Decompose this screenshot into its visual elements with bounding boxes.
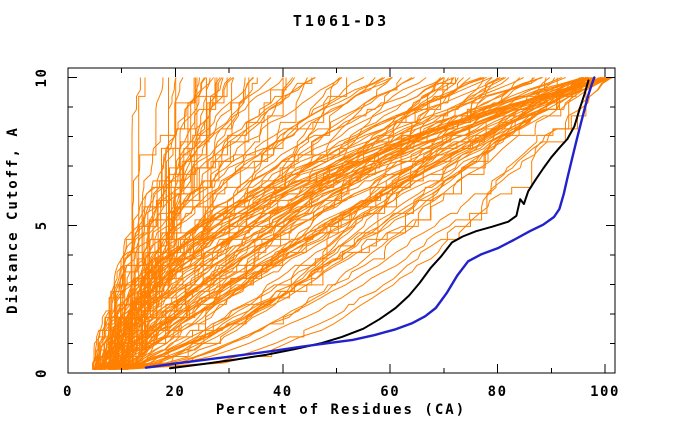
model-ensemble-curves xyxy=(92,77,614,370)
model-curve xyxy=(93,77,582,370)
y-axis-label: Distance Cutoff, A xyxy=(5,126,21,314)
model-curve xyxy=(100,77,591,370)
model-curve xyxy=(96,77,614,370)
model-curve xyxy=(117,77,343,370)
model-curve xyxy=(99,77,521,370)
plot-frame xyxy=(67,67,616,374)
model-curve xyxy=(95,77,316,370)
model-curve xyxy=(109,77,611,370)
highlight-blue-curve xyxy=(144,76,596,369)
model-curve xyxy=(115,77,164,370)
x-tick-label: 0 xyxy=(63,384,73,400)
x-tick-label: 20 xyxy=(165,384,185,400)
y-tick-label: 0 xyxy=(34,368,50,378)
model-curve xyxy=(123,77,611,370)
x-axis-label: Percent of Residues (CA) xyxy=(216,402,466,418)
model-curve xyxy=(112,77,348,370)
model-curve xyxy=(92,77,589,370)
model-curve xyxy=(97,77,177,370)
model-curve xyxy=(112,77,510,370)
model-curve xyxy=(122,77,593,370)
model-curve xyxy=(99,77,611,370)
model-curve xyxy=(93,77,566,370)
model-curve xyxy=(124,77,450,370)
model-curve xyxy=(113,77,543,370)
model-curve xyxy=(93,77,445,370)
x-tick-label: 80 xyxy=(488,384,508,400)
model-curve xyxy=(102,77,201,370)
model-curve xyxy=(106,77,484,370)
model-curve xyxy=(112,77,459,370)
model-curve xyxy=(101,77,455,370)
model-curve xyxy=(117,77,533,370)
x-tick-label: 100 xyxy=(590,384,620,400)
plot-dynamic-layer: 0 20 40 60 80 100 0 5 10 xyxy=(34,67,620,400)
model-curve xyxy=(126,77,308,370)
y-tick-label: 5 xyxy=(34,220,50,230)
model-curve xyxy=(112,77,610,370)
model-curve xyxy=(94,77,504,370)
model-curve xyxy=(100,77,384,370)
model-curve xyxy=(124,77,287,370)
model-curve xyxy=(109,77,376,370)
model-curve xyxy=(104,77,141,370)
model-curve xyxy=(113,77,184,370)
model-curve xyxy=(124,77,613,370)
model-curve xyxy=(110,77,606,370)
model-curve xyxy=(108,77,444,370)
model-curve xyxy=(92,77,607,370)
model-curve xyxy=(100,77,453,370)
model-curve xyxy=(123,77,585,370)
chart-title: T1061-D3 xyxy=(293,12,389,30)
model-curve xyxy=(122,77,588,370)
model-curve xyxy=(126,77,250,370)
x-tick-label: 60 xyxy=(380,384,400,400)
highlight-black-curve xyxy=(169,79,590,370)
model-curve xyxy=(99,77,342,370)
model-curve xyxy=(122,77,593,370)
x-tick-label: 40 xyxy=(273,384,293,400)
y-tick-label: 10 xyxy=(34,68,50,88)
model-curve xyxy=(122,77,402,370)
model-curve xyxy=(109,77,493,370)
model-curve xyxy=(95,77,581,370)
model-curve xyxy=(126,77,535,370)
model-curve xyxy=(99,77,341,370)
model-curve xyxy=(93,77,272,370)
model-curve xyxy=(103,77,393,370)
